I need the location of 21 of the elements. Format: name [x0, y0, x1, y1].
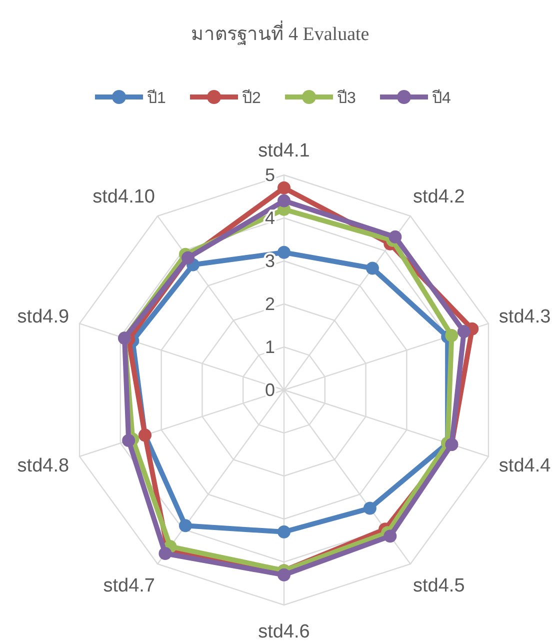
y-tick-label: 1 [264, 337, 276, 357]
legend-label: ปี4 [432, 89, 451, 107]
y-tick-label: 4 [264, 208, 276, 228]
spoke-label: std4.7 [103, 576, 155, 597]
legend-label: ปี3 [337, 89, 356, 107]
spoke-label: std4.3 [498, 306, 551, 328]
y-tick-label: 0 [264, 380, 276, 400]
spoke-label: std4.9 [17, 306, 70, 328]
spoke-label: std4.6 [258, 622, 310, 642]
chart-title: มาตรฐานที่ 4 Evaluate [190, 20, 370, 45]
spoke-label: std4.5 [413, 576, 465, 597]
legend-label: ปี1 [147, 89, 166, 107]
spoke-label: std4.2 [413, 186, 465, 208]
y-tick-label: 3 [264, 251, 276, 271]
spoke-label: std4.1 [258, 140, 310, 162]
spoke-label: std4.10 [92, 186, 155, 208]
y-tick-label: 2 [264, 294, 276, 314]
spoke-label: std4.4 [498, 455, 552, 476]
legend-label: ปี2 [242, 89, 261, 107]
spoke-label: std4.8 [17, 455, 70, 476]
y-tick-label: 5 [264, 165, 276, 185]
